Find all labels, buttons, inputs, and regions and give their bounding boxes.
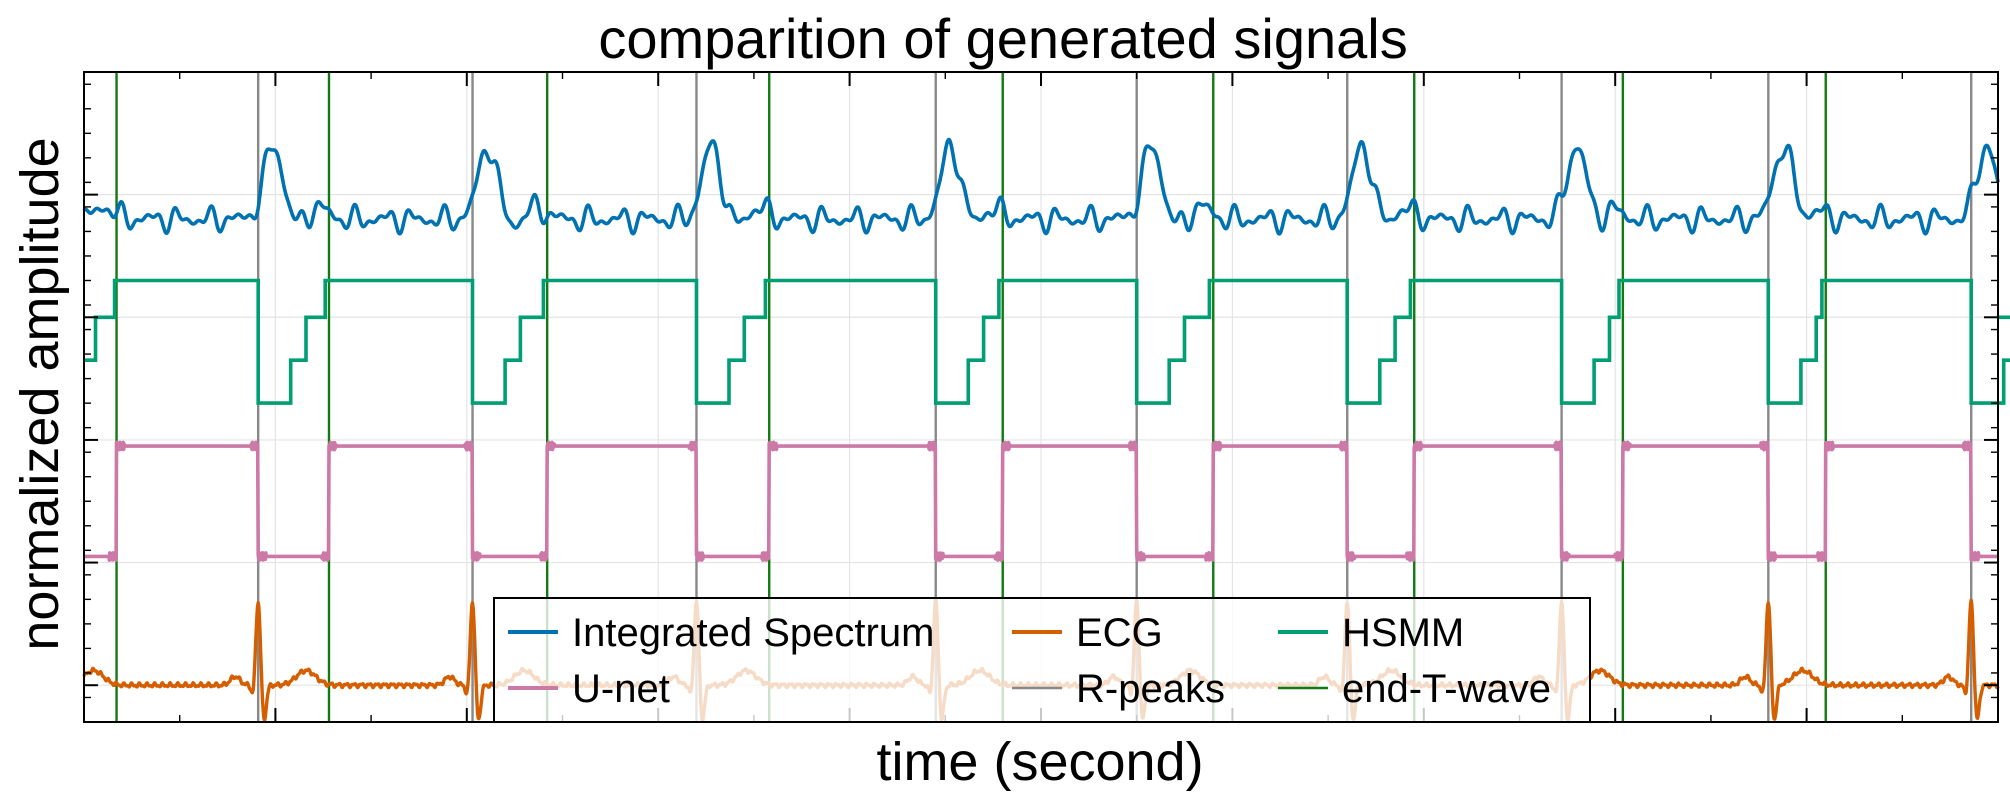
series-u-net bbox=[82, 440, 2000, 562]
x-axis-label: time (second) bbox=[876, 732, 1203, 792]
legend-label-ecg: ECG bbox=[1076, 611, 1163, 655]
legend-label-u-net: U-net bbox=[572, 667, 670, 711]
series-hsmm bbox=[84, 278, 2010, 405]
legend-label-end-t-wave: end-T-wave bbox=[1342, 667, 1551, 711]
legend-label-integrated-spectrum: Integrated Spectrum bbox=[572, 611, 934, 655]
legend-box bbox=[493, 597, 1591, 723]
y-axis-label: normalized amplitude bbox=[10, 137, 70, 650]
series-integrated-spectrum bbox=[82, 137, 2000, 236]
chart-title: comparition of generated signals bbox=[598, 7, 1407, 70]
legend-label-hsmm: HSMM bbox=[1342, 611, 1464, 655]
legend-label-r-peaks: R-peaks bbox=[1076, 667, 1225, 711]
legend: Integrated Spectrum ECG HSMM U-net R-peaks en… bbox=[493, 597, 1591, 723]
